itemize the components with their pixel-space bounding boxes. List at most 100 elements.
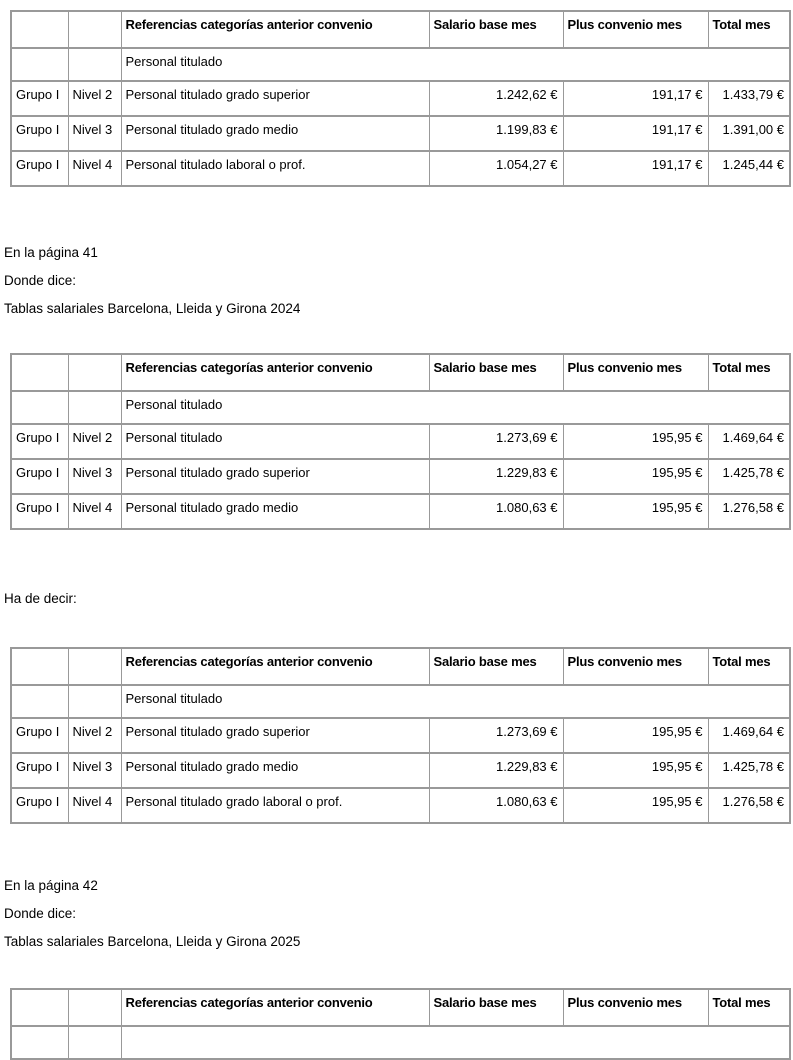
categoria-cell: Personal titulado grado medio: [120, 752, 430, 789]
table-header-row: Referencias categorías anterior convenio…: [10, 353, 791, 392]
table-row: Grupo I Nivel 2 Personal titulado grado su…: [10, 80, 791, 117]
categoria-cell: Personal titulado laboral o prof.: [120, 150, 430, 187]
column-header-3: Referencias categorías anterior convenio: [120, 10, 430, 49]
nivel-cell: Nivel 4: [67, 493, 122, 530]
total-cell: 1.391,00 €: [707, 115, 791, 152]
column-header-1: [10, 10, 69, 49]
text-ha-de-decir: Ha de decir:: [4, 591, 77, 606]
grupo-cell: Grupo I: [10, 80, 69, 117]
salario-base-cell: 1.229,83 €: [428, 458, 564, 495]
salario-base-cell: 1.273,69 €: [428, 423, 564, 460]
salary-table-donde-dice-2024: Referencias categorías anterior convenio…: [10, 353, 791, 530]
text-donde-dice-2: Donde dice:: [4, 906, 77, 921]
column-header-3: Referencias categorías anterior convenio: [120, 988, 430, 1027]
table-row: Grupo I Nivel 3 Personal titulado grado me…: [10, 752, 791, 789]
column-header-2: [67, 10, 122, 49]
nivel-cell: Nivel 3: [67, 458, 122, 495]
table-row: Grupo I Nivel 2 Personal titulado 1.273,69 …: [10, 423, 791, 460]
plus-convenio-cell: 195,95 €: [562, 458, 709, 495]
grupo-cell: Grupo I: [10, 717, 69, 754]
salario-base-cell: 1.273,69 €: [428, 717, 564, 754]
categoria-cell: Personal titulado grado medio: [120, 115, 430, 152]
grupo-cell: Grupo I: [10, 493, 69, 530]
table-row: Grupo I Nivel 4 Personal titulado laboral …: [10, 150, 791, 187]
grupo-cell: Grupo I: [10, 787, 69, 824]
grupo-cell: Grupo I: [10, 115, 69, 152]
nivel-cell: Nivel 2: [67, 80, 122, 117]
empty-cell: [67, 684, 122, 719]
column-header-2: [67, 988, 122, 1027]
subheader-cell: Personal titulado: [120, 390, 791, 425]
empty-cell: [10, 684, 69, 719]
column-header-3: Referencias categorías anterior convenio: [120, 647, 430, 686]
column-header-4: Salario base mes: [428, 647, 564, 686]
categoria-cell: Personal titulado grado medio: [120, 493, 430, 530]
salario-base-cell: 1.242,62 €: [428, 80, 564, 117]
empty-cell: [67, 390, 122, 425]
empty-cell: [67, 47, 122, 82]
subheader-cell: Personal titulado: [120, 47, 791, 82]
table-header-row: Referencias categorías anterior convenio…: [10, 647, 791, 686]
plus-convenio-cell: 191,17 €: [562, 115, 709, 152]
plus-convenio-cell: 195,95 €: [562, 787, 709, 824]
table-header-row: Referencias categorías anterior convenio…: [10, 988, 791, 1027]
plus-convenio-cell: 191,17 €: [562, 80, 709, 117]
salario-base-cell: 1.199,83 €: [428, 115, 564, 152]
empty-cell: [10, 1025, 69, 1060]
subheader-row: Personal titulado: [10, 390, 791, 425]
nivel-cell: Nivel 4: [67, 150, 122, 187]
salary-table-original-1: Referencias categorías anterior convenio…: [10, 10, 791, 187]
categoria-cell: Personal titulado grado superior: [120, 717, 430, 754]
column-header-6: Total mes: [707, 353, 791, 392]
column-header-1: [10, 988, 69, 1027]
column-header-2: [67, 353, 122, 392]
grupo-cell: Grupo I: [10, 150, 69, 187]
plus-convenio-cell: 195,95 €: [562, 493, 709, 530]
nivel-cell: Nivel 2: [67, 717, 122, 754]
total-cell: 1.469,64 €: [707, 717, 791, 754]
grupo-cell: Grupo I: [10, 458, 69, 495]
table-row: Grupo I Nivel 2 Personal titulado grado su…: [10, 717, 791, 754]
column-header-4: Salario base mes: [428, 353, 564, 392]
column-header-1: [10, 647, 69, 686]
subheader-cell: Personal titulado: [120, 684, 791, 719]
table-row: Grupo I Nivel 3 Personal titulado grado su…: [10, 458, 791, 495]
column-header-6: Total mes: [707, 647, 791, 686]
empty-cell: [10, 47, 69, 82]
total-cell: 1.276,58 €: [707, 493, 791, 530]
subheader-cell: [120, 1025, 791, 1060]
column-header-6: Total mes: [707, 10, 791, 49]
text-tablas-salariales-2024: Tablas salariales Barcelona, Lleida y Gi…: [4, 301, 301, 316]
salario-base-cell: 1.054,27 €: [428, 150, 564, 187]
text-en-la-pagina-41: En la página 41: [4, 245, 98, 260]
table-row: Grupo I Nivel 4 Personal titulado grado la…: [10, 787, 791, 824]
nivel-cell: Nivel 4: [67, 787, 122, 824]
column-header-5: Plus convenio mes: [562, 988, 709, 1027]
text-tablas-salariales-2025: Tablas salariales Barcelona, Lleida y Gi…: [4, 934, 301, 949]
empty-cell: [10, 390, 69, 425]
column-header-4: Salario base mes: [428, 10, 564, 49]
subheader-row: [10, 1025, 791, 1060]
column-header-1: [10, 353, 69, 392]
plus-convenio-cell: 195,95 €: [562, 717, 709, 754]
nivel-cell: Nivel 3: [67, 752, 122, 789]
plus-convenio-cell: 195,95 €: [562, 752, 709, 789]
grupo-cell: Grupo I: [10, 423, 69, 460]
total-cell: 1.433,79 €: [707, 80, 791, 117]
subheader-row: Personal titulado: [10, 684, 791, 719]
column-header-6: Total mes: [707, 988, 791, 1027]
column-header-3: Referencias categorías anterior convenio: [120, 353, 430, 392]
total-cell: 1.245,44 €: [707, 150, 791, 187]
column-header-2: [67, 647, 122, 686]
categoria-cell: Personal titulado grado superior: [120, 458, 430, 495]
subheader-row: Personal titulado: [10, 47, 791, 82]
categoria-cell: Personal titulado grado laboral o prof.: [120, 787, 430, 824]
salario-base-cell: 1.080,63 €: [428, 787, 564, 824]
column-header-5: Plus convenio mes: [562, 10, 709, 49]
nivel-cell: Nivel 2: [67, 423, 122, 460]
text-donde-dice-1: Donde dice:: [4, 273, 77, 288]
column-header-5: Plus convenio mes: [562, 353, 709, 392]
total-cell: 1.276,58 €: [707, 787, 791, 824]
salary-table-ha-de-decir-2024: Referencias categorías anterior convenio…: [10, 647, 791, 824]
table-row: Grupo I Nivel 4 Personal titulado grado me…: [10, 493, 791, 530]
